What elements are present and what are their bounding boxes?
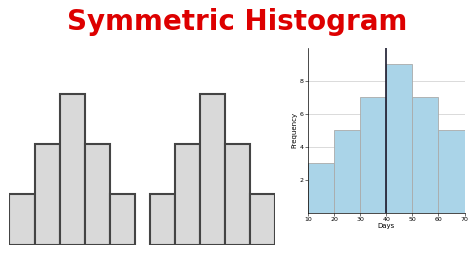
Bar — [60, 94, 84, 245]
Text: Symmetric Histogram: Symmetric Histogram — [67, 8, 407, 36]
X-axis label: Days: Days — [378, 223, 395, 229]
Bar — [35, 144, 60, 245]
Bar — [175, 144, 200, 245]
Bar — [150, 194, 175, 245]
Bar — [109, 194, 135, 245]
Bar — [200, 94, 225, 245]
Bar — [386, 64, 412, 213]
Bar — [438, 130, 465, 213]
Bar — [84, 144, 109, 245]
Bar — [360, 97, 386, 213]
Bar — [225, 144, 250, 245]
Bar — [308, 163, 334, 213]
Bar — [465, 163, 474, 213]
Bar — [412, 97, 438, 213]
Bar — [334, 130, 360, 213]
Bar — [9, 194, 35, 245]
Y-axis label: Frequency: Frequency — [291, 112, 297, 148]
Bar — [250, 194, 275, 245]
